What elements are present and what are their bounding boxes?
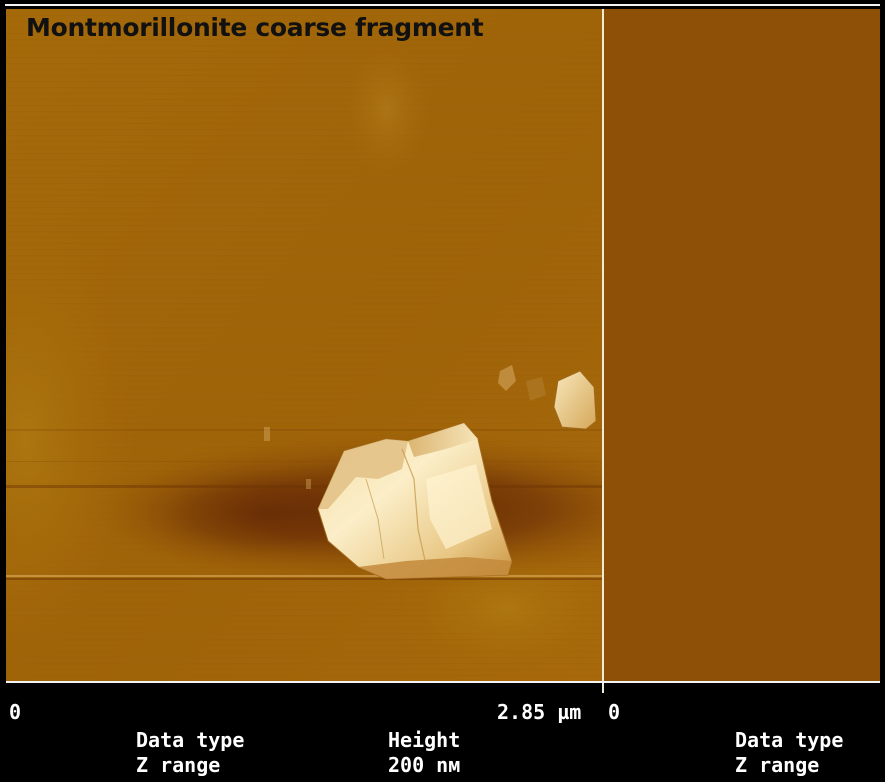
- bottom-border: [6, 681, 880, 683]
- data-type-value: Height: [388, 728, 461, 752]
- right-scale-start-label: 0: [608, 700, 621, 724]
- afm-height-map: [6, 9, 602, 681]
- right-channel-image[interactable]: [604, 9, 880, 681]
- z-range-value: 200 nм: [388, 753, 461, 777]
- image-title: Montmorillonite coarse fragment: [26, 13, 484, 42]
- left-data-type-label: Data type: [136, 728, 245, 752]
- scale-start-label: 0: [9, 700, 22, 724]
- right-z-range-label: Z range: [735, 753, 820, 777]
- panel-divider: [602, 9, 604, 693]
- scale-end-label: 2.85 µm: [497, 700, 582, 724]
- right-data-type-label: Data type: [735, 728, 844, 752]
- top-border: [5, 4, 880, 6]
- afm-height-image[interactable]: [6, 9, 602, 681]
- left-z-range-label: Z range: [136, 753, 221, 777]
